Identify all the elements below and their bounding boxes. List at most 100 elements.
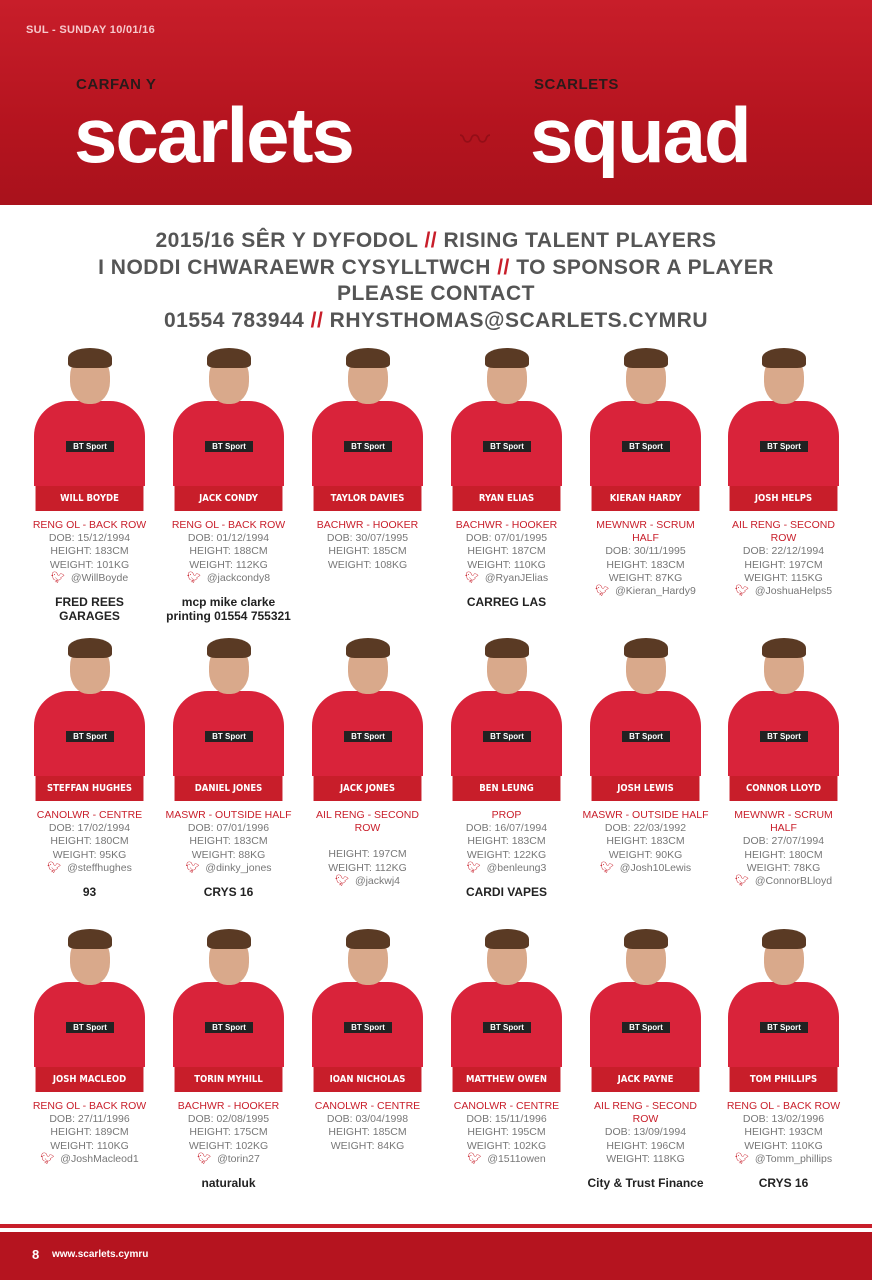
- player-photo: BT Sport: [582, 927, 709, 1067]
- twitter-icon: 🐦︎: [599, 861, 614, 874]
- player-weight: WEIGHT: 87KG: [608, 571, 683, 584]
- jersey-logo: BT Sport: [483, 1022, 531, 1033]
- player-weight: WEIGHT: 90KG: [608, 848, 683, 861]
- player-weight: WEIGHT: 101KG: [49, 558, 130, 571]
- twitter-icon: 🐦︎: [466, 861, 481, 874]
- player-twitter[interactable]: @Tomm_phillips: [754, 1152, 833, 1165]
- sponsor-logo: City & Trust Finance: [587, 1176, 704, 1191]
- player-position: CANOLWR - CENTRE: [314, 1100, 421, 1112]
- twitter-icon: 🐦︎: [197, 1152, 212, 1165]
- footer-url[interactable]: www.scarlets.cymru: [52, 1249, 149, 1260]
- player-twitter[interactable]: @JoshuaHelps5: [754, 585, 833, 598]
- player-twitter[interactable]: @jackwj4: [354, 874, 401, 887]
- intro-welsh-2: I NODDI CHWARAEWR CYSYLLTWCH: [98, 255, 491, 279]
- contact-phone[interactable]: 01554 783944: [164, 308, 305, 332]
- player-twitter[interactable]: @JoshMacleod1: [60, 1152, 139, 1165]
- player-card: BT Sport DANIEL JONES MASWR - OUTSIDE HA…: [165, 636, 292, 905]
- player-position: AIL RENG - SECOND ROW: [732, 519, 835, 545]
- twitter-icon: 🐦︎: [185, 861, 200, 874]
- twitter-icon: 🐦︎: [40, 1152, 55, 1165]
- jersey-logo: BT Sport: [622, 441, 670, 452]
- player-weight: WEIGHT: 108KG: [327, 558, 408, 571]
- player-position: MASWR - OUTSIDE HALF: [165, 809, 292, 821]
- twitter-icon: 🐦︎: [50, 571, 65, 584]
- jersey-logo: BT Sport: [344, 1022, 392, 1033]
- player-height: HEIGHT: 197CM: [328, 848, 407, 861]
- player-dob: DOB: 30/07/1995: [326, 532, 409, 545]
- player-height: HEIGHT: 185CM: [328, 1126, 407, 1139]
- player-twitter[interactable]: @Josh10Lewis: [619, 861, 692, 874]
- jersey-logo: BT Sport: [344, 731, 392, 742]
- player-card: BT Sport JOSH LEWIS MASWR - OUTSIDE HALF…: [582, 636, 709, 875]
- player-height: HEIGHT: 183CM: [189, 835, 268, 848]
- player-card: BT Sport TORIN MYHILL BACHWR - HOOKER DO…: [165, 927, 292, 1196]
- player-twitter[interactable]: @1511owen: [487, 1152, 546, 1165]
- sponsor-logo: CRYS 16: [758, 1176, 809, 1191]
- player-dob: DOB: 15/12/1994: [48, 532, 131, 545]
- separator: //: [424, 229, 438, 252]
- player-position: AIL RENG - SECOND ROW: [594, 1100, 697, 1126]
- player-name: BEN LEUNG: [452, 776, 561, 801]
- player-name: IOAN NICHOLAS: [313, 1067, 422, 1092]
- contact-email[interactable]: RHYSTHOMAS@SCARLETS.CYMRU: [329, 308, 708, 332]
- jersey-logo: BT Sport: [66, 1022, 114, 1033]
- player-dob: DOB: 07/01/1996: [187, 822, 270, 835]
- player-photo: BT Sport: [443, 636, 570, 776]
- twitter-icon: 🐦︎: [734, 875, 749, 888]
- player-name: CONNOR LLOYD: [729, 776, 838, 801]
- player-card: BT Sport JACK JONES AIL RENG - SECOND RO…: [304, 636, 431, 888]
- player-position: MEWNWR - SCRUM HALF: [596, 519, 695, 545]
- player-weight: WEIGHT: 115KG: [744, 571, 823, 584]
- player-position: BACHWR - HOOKER: [316, 519, 419, 531]
- player-photo: BT Sport: [720, 346, 847, 486]
- sponsor-logo: 93: [82, 885, 97, 900]
- footer-band: [0, 1228, 872, 1280]
- player-name: JOSH LEWIS: [591, 776, 700, 801]
- sponsor-logo: CARREG LAS: [466, 595, 547, 610]
- player-name: JACK JONES: [313, 776, 422, 801]
- player-twitter[interactable]: @steffhughes: [67, 861, 132, 874]
- twitter-icon: 🐦︎: [734, 585, 749, 598]
- player-card: BT Sport STEFFAN HUGHES CANOLWR - CENTRE…: [26, 636, 153, 905]
- jersey-logo: BT Sport: [760, 1022, 808, 1033]
- player-dob: DOB: 30/11/1995: [605, 545, 686, 558]
- player-twitter[interactable]: @WillBoyde: [70, 571, 129, 584]
- jersey-logo: BT Sport: [205, 731, 253, 742]
- player-weight: WEIGHT: 110KG: [50, 1139, 129, 1152]
- player-name: RYAN ELIAS: [452, 486, 561, 511]
- jersey-logo: BT Sport: [760, 441, 808, 452]
- player-dob: [304, 835, 431, 848]
- jersey-logo: BT Sport: [66, 441, 114, 452]
- player-dob: DOB: 01/12/1994: [187, 532, 270, 545]
- player-name: KIERAN HARDY: [591, 486, 700, 511]
- player-weight: WEIGHT: 110KG: [467, 558, 546, 571]
- player-card: BT Sport KIERAN HARDY MEWNWR - SCRUM HAL…: [582, 346, 709, 598]
- separator: //: [497, 255, 510, 279]
- player-dob: DOB: 16/07/1994: [465, 822, 548, 835]
- player-card: BT Sport MATTHEW OWEN CANOLWR - CENTRE D…: [443, 927, 570, 1166]
- intro-english-1: RISING TALENT PLAYERS: [443, 229, 717, 252]
- right-title: squad: [530, 91, 752, 179]
- player-card: BT Sport JOSH HELPS AIL RENG - SECOND RO…: [720, 346, 847, 598]
- player-height: HEIGHT: 189CM: [50, 1126, 129, 1139]
- intro-english-2: TO SPONSOR A PLAYER: [516, 255, 774, 279]
- player-card: BT Sport TAYLOR DAVIES BACHWR - HOOKER D…: [304, 346, 431, 572]
- jersey-logo: BT Sport: [483, 731, 531, 742]
- player-twitter[interactable]: @ConnorBLloyd: [754, 875, 833, 888]
- player-twitter[interactable]: @Kieran_Hardy9: [615, 585, 696, 598]
- left-title: scarlets: [74, 91, 355, 179]
- sponsor-intro: 2015/16 SÊR Y DYFODOL // RISING TALENT P…: [0, 228, 872, 334]
- player-twitter[interactable]: @benleung3: [486, 861, 547, 874]
- player-height: HEIGHT: 196CM: [606, 1139, 685, 1152]
- player-weight: WEIGHT: 102KG: [188, 1139, 269, 1152]
- player-card: BT Sport TOM PHILLIPS RENG OL - BACK ROW…: [720, 927, 847, 1196]
- player-twitter[interactable]: @torin27: [217, 1152, 260, 1165]
- player-twitter[interactable]: @RyanJElias: [484, 571, 549, 584]
- player-weight: WEIGHT: 118KG: [606, 1152, 685, 1165]
- player-position: RENG OL - BACK ROW: [726, 1100, 841, 1112]
- player-height: HEIGHT: 175CM: [189, 1126, 268, 1139]
- player-twitter[interactable]: @dinky_jones: [205, 861, 272, 874]
- player-name: JOSH MACLEOD: [35, 1067, 144, 1092]
- player-twitter[interactable]: @jackcondy8: [206, 571, 271, 584]
- player-height: HEIGHT: 187CM: [467, 545, 546, 558]
